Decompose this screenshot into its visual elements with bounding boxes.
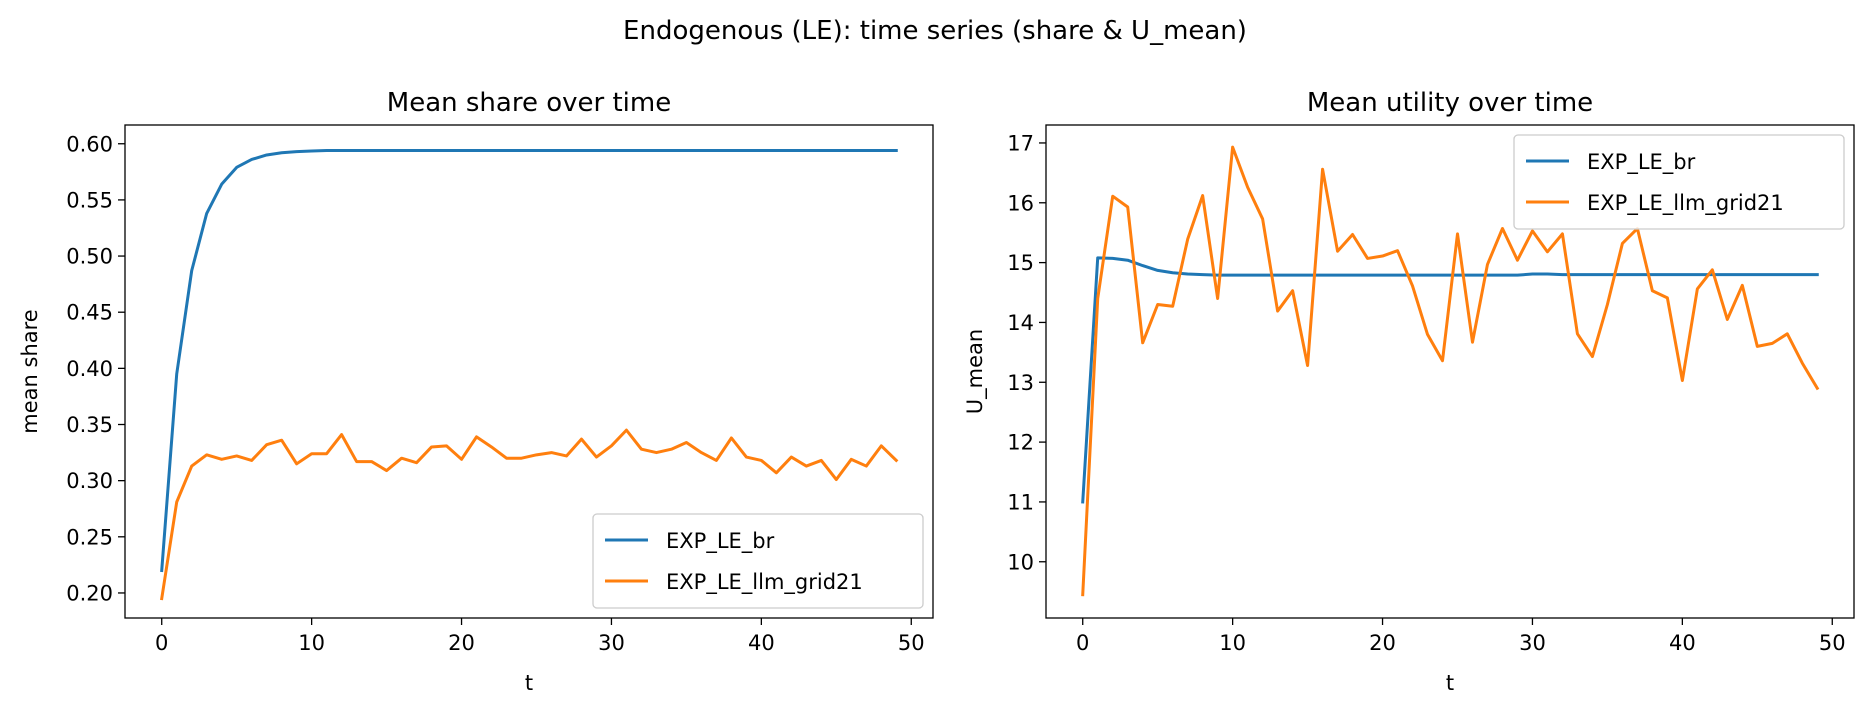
y-tick-label: 0.25 [66, 525, 113, 549]
legend-box [1513, 134, 1845, 230]
y-axis-label: U_mean [963, 329, 988, 414]
y-tick-label: 17 [1007, 131, 1034, 155]
y-tick-label: 0.35 [66, 413, 113, 437]
x-tick-label: 10 [1219, 631, 1246, 655]
y-tick-label: 0.30 [66, 469, 113, 493]
x-tick-label: 0 [155, 631, 168, 655]
y-axis-label: mean share [18, 309, 42, 433]
x-tick-label: 20 [1369, 631, 1396, 655]
x-tick-label: 40 [1669, 631, 1696, 655]
y-tick-label: 0.55 [66, 188, 113, 212]
x-tick-label: 10 [298, 631, 325, 655]
series-line-EXP_LE_br [160, 148, 898, 573]
legend-label: EXP_LE_llm_grid21 [1587, 191, 1784, 216]
x-tick-label: 50 [898, 631, 925, 655]
axes-frame [1045, 124, 1855, 619]
y-tick-label: 0.20 [66, 581, 113, 605]
legend: EXP_LE_br EXP_LE_llm_grid21 [1513, 134, 1845, 230]
legend-label: EXP_LE_br [1587, 150, 1696, 175]
chart-title: Mean utility over time [1307, 88, 1593, 118]
x-tick-label: 0 [1076, 631, 1089, 655]
x-tick-label: 20 [448, 631, 475, 655]
y-tick-label: 0.40 [66, 357, 113, 381]
series-line-EXP_LE_br [1081, 256, 1819, 504]
figure-suptitle: Endogenous (LE): time series (share & U_… [623, 16, 1247, 46]
y-tick-label: 12 [1007, 431, 1034, 455]
axes-frame [124, 124, 934, 619]
x-axis-label: t [1446, 671, 1454, 695]
y-tick-label: 14 [1007, 311, 1034, 335]
y-tick-label: 11 [1007, 490, 1034, 514]
x-axis-label: t [525, 671, 533, 695]
series-line-EXP_LE_llm_grid21 [160, 428, 899, 601]
legend-label: EXP_LE_br [666, 529, 775, 554]
x-tick-label: 30 [1519, 631, 1546, 655]
x-tick-label: 50 [1819, 631, 1846, 655]
chart-title: Mean share over time [387, 88, 671, 118]
series-line-EXP_LE_llm_grid21 [1081, 145, 1820, 597]
y-tick-label: 16 [1007, 191, 1034, 215]
y-tick-label: 15 [1007, 251, 1034, 275]
y-tick-label: 0.60 [66, 132, 113, 156]
x-tick-label: 30 [598, 631, 625, 655]
legend-label: EXP_LE_llm_grid21 [666, 570, 863, 595]
legend-box [592, 513, 924, 609]
share-chart: Mean share over time 0 10 20 30 40 50 0.20 0.25 0… [18, 88, 934, 695]
x-tick-label: 40 [748, 631, 775, 655]
utility-chart: Mean utility over time 0 10 20 30 40 50 10 11 12 1… [963, 88, 1855, 695]
y-tick-label: 13 [1007, 371, 1034, 395]
y-tick-label: 0.50 [66, 245, 113, 269]
y-tick-label: 0.45 [66, 301, 113, 325]
y-tick-label: 10 [1007, 550, 1034, 574]
legend: EXP_LE_br EXP_LE_llm_grid21 [592, 513, 924, 609]
